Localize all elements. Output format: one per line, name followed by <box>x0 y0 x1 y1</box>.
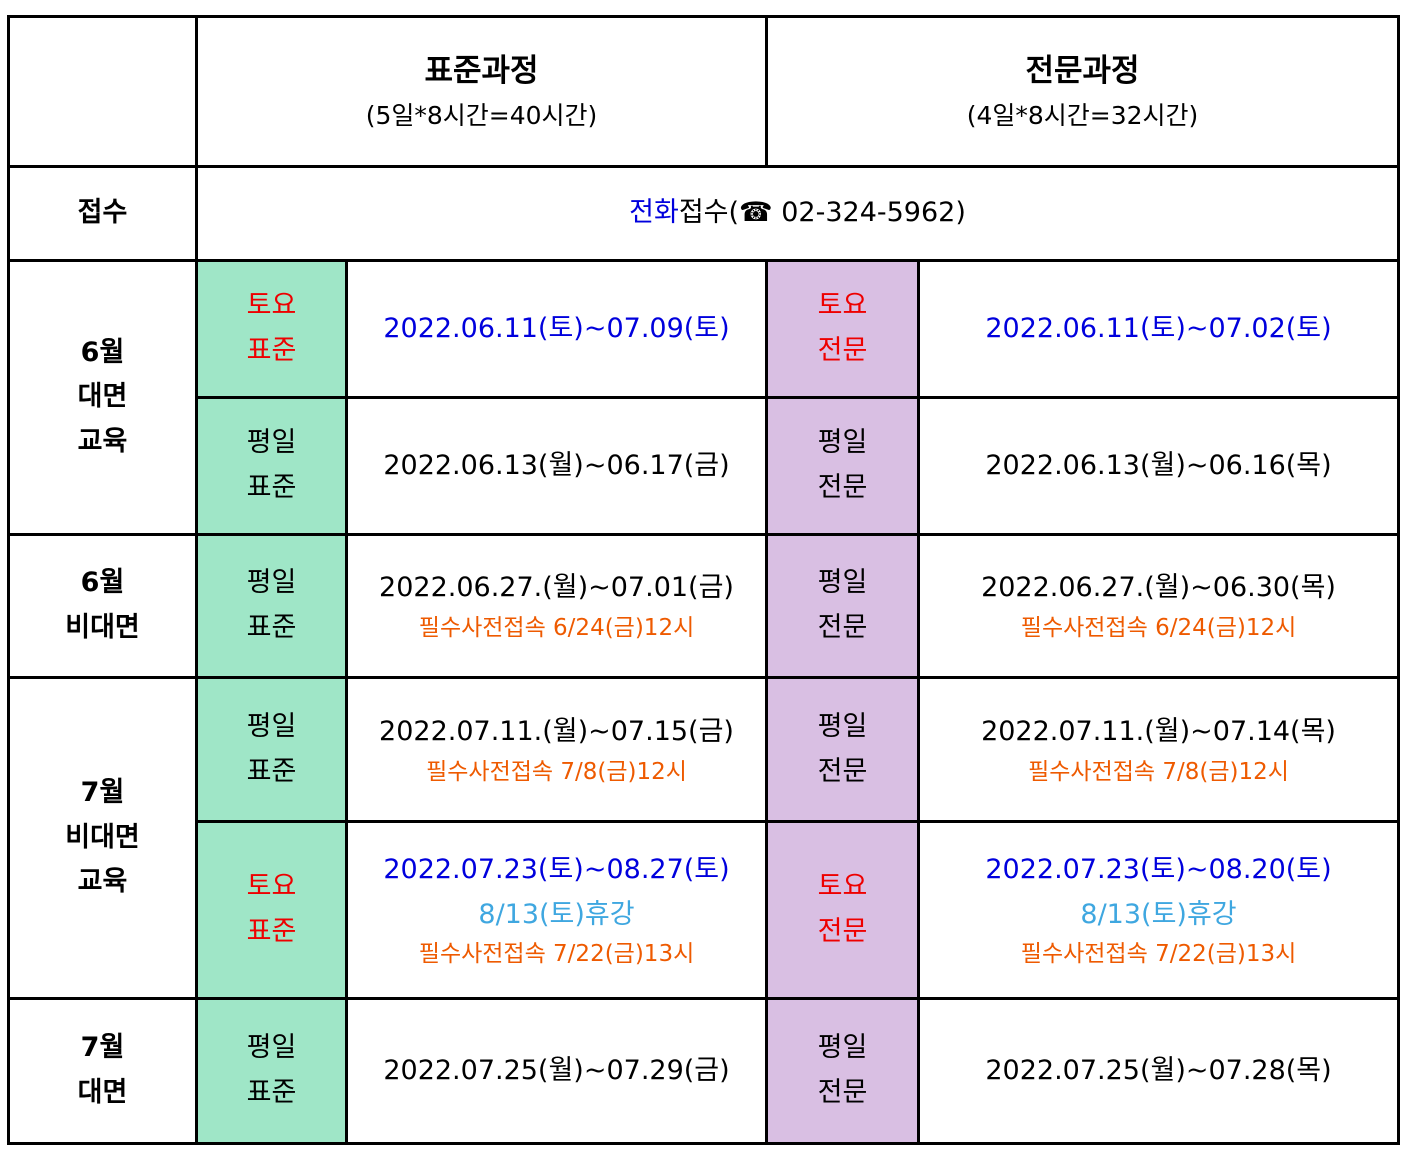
expert-course-header: 전문과정 (4일*8시간=32시간) <box>765 15 1401 168</box>
schedule-row: 토요 표준 2022.07.23(토)~08.27(토) 8/13(토)휴강 필수… <box>9 820 1401 1000</box>
standard-type-cell: 토요 표준 <box>195 820 348 1000</box>
standard-date-cell: 2022.06.13(월)~06.17(금) <box>344 396 769 536</box>
expert-date-cell: 2022.07.11.(월)~07.14(목) 필수사전접속 7/8(금)12시 <box>917 676 1401 823</box>
standard-date-cell: 2022.06.27.(월)~07.01(금) 필수사전접속 6/24(금)12… <box>344 533 769 679</box>
group-label-july-online: 7월 비대면 교육 <box>7 676 198 1000</box>
break-note: 8/13(토)휴강 <box>478 898 635 930</box>
group-label-june-offline: 6월 대면 교육 <box>7 259 198 536</box>
standard-date-cell: 2022.07.11.(월)~07.15(금) 필수사전접속 7/8(금)12시 <box>344 676 769 823</box>
standard-date-cell: 2022.07.25(월)~07.29(금) <box>344 997 769 1145</box>
pre-access-note: 필수사전접속 7/8(금)12시 <box>1028 758 1289 785</box>
standard-type-cell: 토요 표준 <box>195 259 348 399</box>
pre-access-note: 필수사전접속 6/24(금)12시 <box>418 615 695 642</box>
standard-type-cell: 평일 표준 <box>195 533 348 679</box>
standard-course-header: 표준과정 (5일*8시간=40시간) <box>194 15 769 168</box>
expert-date-cell: 2022.06.27.(월)~06.30(목) 필수사전접속 6/24(금)12… <box>917 533 1401 679</box>
expert-course-subtitle: (4일*8시간=32시간) <box>966 101 1199 131</box>
standard-type-cell: 평일 표준 <box>195 396 348 536</box>
reception-row: 접수 전화접수(☎ 02-324-5962) <box>7 165 1401 262</box>
standard-type-cell: 평일 표준 <box>195 676 348 823</box>
schedule-row: 6월 비대면 평일 표준 2022.06.27.(월)~07.01(금) 필수사전… <box>7 533 1401 679</box>
expert-date-cell: 2022.06.13(월)~06.16(목) <box>917 396 1401 536</box>
schedule-table: 표준과정 (5일*8시간=40시간) 전문과정 (4일*8시간=32시간) 접수… <box>7 15 1401 1145</box>
schedule-row: 7월 대면 평일 표준 2022.07.25(월)~07.29(금) 평일 전문 2… <box>7 997 1401 1145</box>
corner-cell <box>7 15 198 168</box>
expert-date-cell: 2022.07.25(월)~07.28(목) <box>917 997 1401 1145</box>
reception-phone-word: 전화 <box>629 197 679 229</box>
standard-type-cell: 평일 표준 <box>195 997 348 1145</box>
reception-label: 접수 <box>7 165 198 262</box>
pre-access-note: 필수사전접속 7/22(금)13시 <box>418 941 695 968</box>
group-label-july-offline: 7월 대면 <box>7 997 198 1145</box>
expert-date-cell: 2022.06.11(토)~07.02(토) <box>917 259 1401 399</box>
reception-info: 전화접수(☎ 02-324-5962) <box>194 165 1401 262</box>
expert-type-cell: 평일 전문 <box>765 676 921 823</box>
expert-course-title: 전문과정 <box>1025 52 1140 89</box>
standard-date-cell: 2022.06.11(토)~07.09(토) <box>344 259 769 399</box>
expert-type-cell: 토요 전문 <box>765 259 921 399</box>
pre-access-note: 필수사전접속 6/24(금)12시 <box>1020 615 1297 642</box>
expert-type-cell: 토요 전문 <box>765 820 921 1000</box>
header-row: 표준과정 (5일*8시간=40시간) 전문과정 (4일*8시간=32시간) <box>7 15 1401 168</box>
standard-course-subtitle: (5일*8시간=40시간) <box>365 101 598 131</box>
break-note: 8/13(토)휴강 <box>1080 898 1237 930</box>
reception-phone-text: 접수(☎ 02-324-5962) <box>678 197 966 229</box>
expert-type-cell: 평일 전문 <box>765 396 921 536</box>
expert-type-cell: 평일 전문 <box>765 997 921 1145</box>
schedule-row: 7월 비대면 교육 평일 표준 2022.07.11.(월)~07.15(금) 필… <box>7 676 1401 1000</box>
expert-date-cell: 2022.07.23(토)~08.20(토) 8/13(토)휴강 필수사전접속 … <box>917 820 1401 1000</box>
pre-access-note: 필수사전접속 7/22(금)13시 <box>1020 941 1297 968</box>
group-label-june-online: 6월 비대면 <box>7 533 198 679</box>
standard-course-title: 표준과정 <box>424 52 539 89</box>
standard-date-cell: 2022.07.23(토)~08.27(토) 8/13(토)휴강 필수사전접속 … <box>344 820 769 1000</box>
schedule-row: 평일 표준 2022.06.13(월)~06.17(금) 평일 전문 2022.06… <box>9 396 1401 536</box>
expert-type-cell: 평일 전문 <box>765 533 921 679</box>
schedule-row: 6월 대면 교육 토요 표준 2022.06.11(토)~07.09(토) 토요 전… <box>7 259 1401 536</box>
pre-access-note: 필수사전접속 7/8(금)12시 <box>426 758 687 785</box>
